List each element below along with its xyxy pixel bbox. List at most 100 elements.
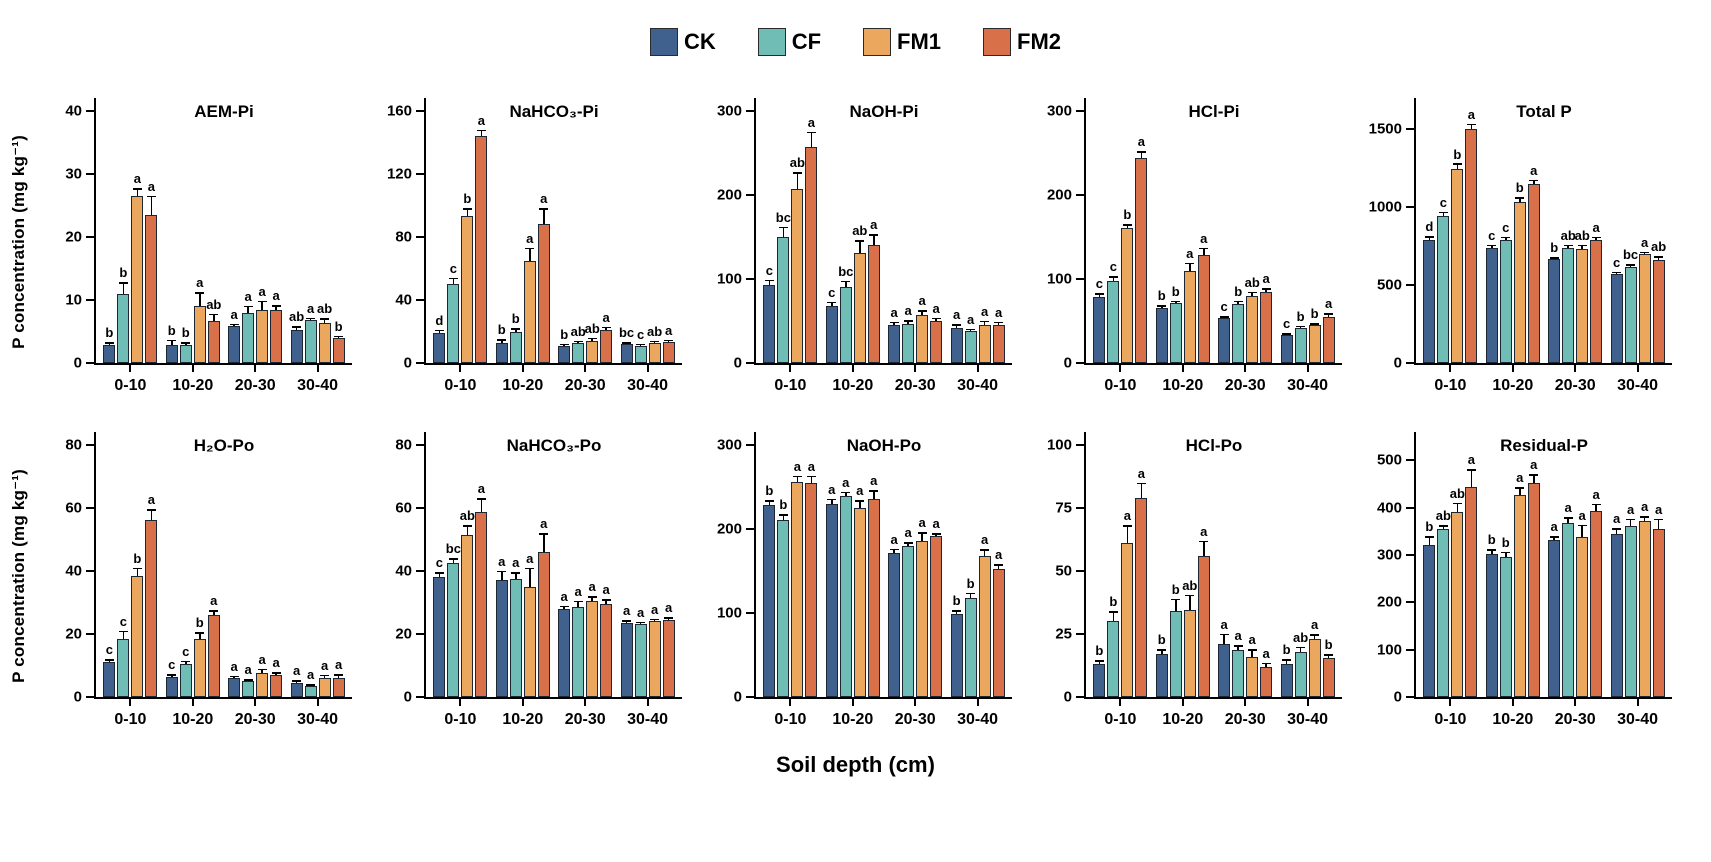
bar-slot: a <box>270 98 283 363</box>
bar-fm2 <box>867 245 880 363</box>
y-tick-label: 40 <box>395 562 412 580</box>
y-axis-label: P concentration (mg kg⁻¹) <box>9 135 28 349</box>
bar-cf <box>964 331 977 363</box>
error-bar <box>1577 244 1587 250</box>
error-bar <box>209 313 219 322</box>
significance-letter: a <box>334 657 343 673</box>
bar-slot: ab <box>1436 432 1451 697</box>
x-tick <box>1449 365 1452 372</box>
significance-letter: a <box>1123 508 1132 524</box>
bar-groups: b ab ab a 0-10 b b a a 10-20 a a a a 20-30 a a a a 30-40 <box>1416 432 1672 728</box>
y-tick-label: 200 <box>1046 186 1072 204</box>
bar-fm2 <box>662 619 675 697</box>
bar-slot: a <box>304 432 317 697</box>
y-tick: 300 <box>1377 548 1416 563</box>
bar-fm2 <box>1590 239 1603 363</box>
x-tick-label: 20-30 <box>1224 711 1266 728</box>
bar-ck <box>228 678 241 697</box>
significance-letter: b <box>765 483 774 499</box>
significance-letter: ab <box>1182 577 1198 593</box>
y-tick-label: 0 <box>1393 354 1402 372</box>
y-tick-label: 40 <box>65 562 82 580</box>
bar-slot: a <box>475 432 488 697</box>
significance-letter: ab <box>1574 227 1590 243</box>
bar-slot: a <box>662 98 675 363</box>
bar-fm1 <box>791 481 804 697</box>
x-tick <box>584 699 587 706</box>
x-tick <box>1244 699 1247 706</box>
bar-cf <box>777 520 790 697</box>
error-bar <box>792 475 802 482</box>
significance-letter: a <box>512 555 520 571</box>
x-tick-label: 20-30 <box>894 377 936 394</box>
y-tick-label: 0 <box>1063 354 1072 372</box>
bar-group: b ab a b 30-40 <box>1280 432 1336 728</box>
bar-ck <box>1485 554 1498 697</box>
x-axis-label: Soil depth (cm) <box>776 752 935 777</box>
plot-area: Total P 0 500 1000 1500 d c b a 0-10 c c b a 10-20 b ab a… <box>1369 98 1672 394</box>
y-tick-label: 20 <box>395 625 412 643</box>
x-tick <box>1574 699 1577 706</box>
x-tick <box>851 365 854 372</box>
y-tick-label: 0 <box>73 688 82 706</box>
significance-letter: b <box>1282 642 1291 658</box>
significance-letter: c <box>119 613 128 629</box>
bar-fm2 <box>930 320 943 363</box>
bar-cf <box>447 562 460 697</box>
significance-letter: a <box>932 516 940 531</box>
significance-letter: a <box>196 275 204 291</box>
bar-cf <box>1562 522 1575 697</box>
significance-letter: b <box>1310 306 1319 322</box>
x-tick-label: 30-40 <box>1617 711 1659 728</box>
y-axis-label-column: P concentration (mg kg⁻¹) <box>0 426 38 726</box>
x-tick <box>851 699 854 706</box>
bar-slot: ab <box>1182 432 1198 697</box>
significance-letter: b <box>119 265 128 281</box>
bar-group: a a a a 20-30 <box>557 432 613 728</box>
error-bar <box>1529 474 1539 483</box>
bar-slot: a <box>523 98 536 363</box>
y-tick-label: 300 <box>1376 546 1402 564</box>
y-tick: 20 <box>65 626 96 641</box>
bar-fm2 <box>805 146 818 363</box>
significance-letter: bc <box>445 541 461 557</box>
error-bar <box>118 630 128 639</box>
error-bar <box>1247 649 1257 657</box>
bar-slot: b <box>1280 432 1293 697</box>
x-tick <box>789 699 792 706</box>
bar-slot: a <box>1465 432 1478 697</box>
bar-slot: c <box>1218 98 1231 363</box>
bar-group: d c b a 0-10 <box>432 98 488 394</box>
y-tick: 500 <box>1377 453 1416 468</box>
y-tick: 20 <box>65 229 96 244</box>
y-tick: 200 <box>717 521 756 536</box>
panel-title: NaOH-Po <box>846 436 922 455</box>
significance-letter: a <box>904 303 912 319</box>
bar-fm1 <box>586 600 599 697</box>
bar-slot: a <box>145 432 158 697</box>
bar-slot: b <box>117 98 130 363</box>
y-tick: 200 <box>1047 187 1086 202</box>
significance-letter: a <box>994 304 1003 320</box>
significance-letter: b <box>952 593 961 609</box>
x-tick-label: 30-40 <box>1287 711 1329 728</box>
significance-letter: a <box>258 651 266 667</box>
significance-letter: ab <box>584 320 600 336</box>
bar-cf <box>1232 650 1245 697</box>
error-bar <box>292 680 302 683</box>
error-bar <box>855 500 865 508</box>
bar-slot: a <box>228 432 241 697</box>
significance-letter: b <box>105 325 114 341</box>
error-bar <box>1438 211 1448 216</box>
significance-letter: a <box>842 474 850 490</box>
y-tick-label: 60 <box>395 499 412 517</box>
bar-ck <box>763 505 776 697</box>
bar-fm1 <box>1183 270 1196 363</box>
error-bar <box>243 305 253 314</box>
error-bar <box>1324 313 1334 317</box>
bar-cf <box>179 344 192 363</box>
y-tick: 0 <box>1394 690 1416 705</box>
significance-letter: c <box>765 262 774 278</box>
bar-slot: a <box>1527 98 1540 363</box>
bar-fm1 <box>1451 168 1464 363</box>
